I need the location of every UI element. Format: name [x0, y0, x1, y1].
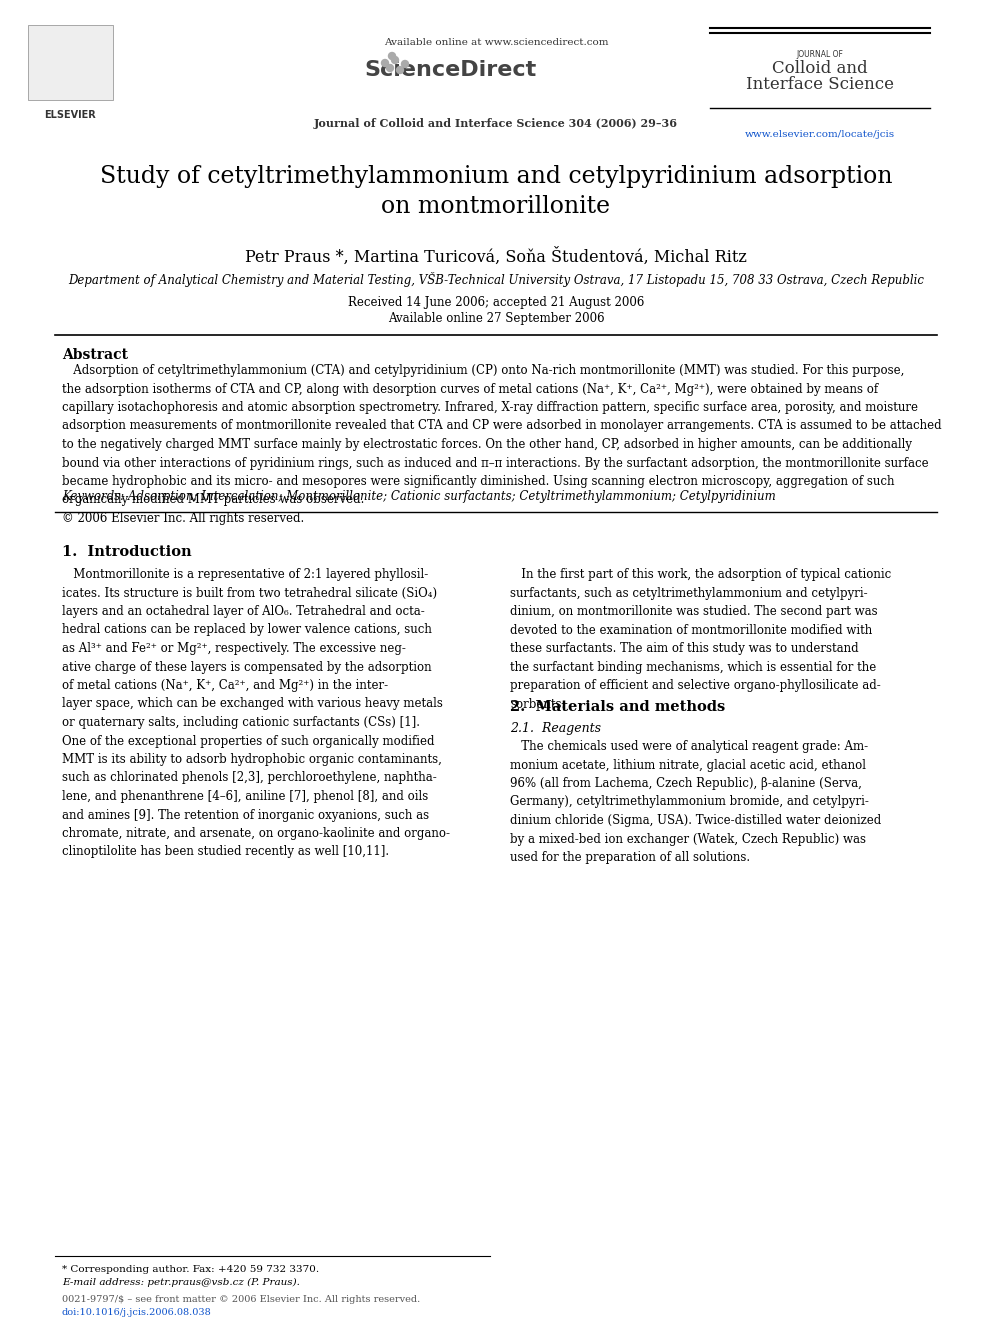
Text: Adsorption of cetyltrimethylammonium (CTA) and cetylpyridinium (CP) onto Na-rich: Adsorption of cetyltrimethylammonium (CT… [62, 364, 941, 525]
Text: ELSEVIER: ELSEVIER [44, 110, 96, 120]
Text: Available online 27 September 2006: Available online 27 September 2006 [388, 312, 604, 325]
Circle shape [402, 61, 409, 67]
FancyBboxPatch shape [28, 25, 113, 101]
Text: doi:10.1016/j.jcis.2006.08.038: doi:10.1016/j.jcis.2006.08.038 [62, 1308, 211, 1316]
Text: Department of Analytical Chemistry and Material Testing, VŠB-Technical Universit: Department of Analytical Chemistry and M… [68, 273, 924, 287]
Text: 2.  Materials and methods: 2. Materials and methods [510, 700, 725, 714]
Text: Interface Science: Interface Science [746, 75, 894, 93]
Circle shape [382, 60, 389, 66]
Text: 0021-9797/$ – see front matter © 2006 Elsevier Inc. All rights reserved.: 0021-9797/$ – see front matter © 2006 El… [62, 1295, 421, 1304]
Text: In the first part of this work, the adsorption of typical cationic
surfactants, : In the first part of this work, the adso… [510, 568, 891, 710]
Text: Study of cetyltrimethylammonium and cetylpyridinium adsorption
on montmorillonit: Study of cetyltrimethylammonium and cety… [100, 165, 892, 218]
Text: * Corresponding author. Fax: +420 59 732 3370.: * Corresponding author. Fax: +420 59 732… [62, 1265, 319, 1274]
Text: Received 14 June 2006; accepted 21 August 2006: Received 14 June 2006; accepted 21 Augus… [348, 296, 644, 310]
Text: Available online at www.sciencedirect.com: Available online at www.sciencedirect.co… [384, 38, 608, 48]
Text: The chemicals used were of analytical reagent grade: Am-
monium acetate, lithium: The chemicals used were of analytical re… [510, 740, 881, 864]
Circle shape [397, 66, 404, 74]
Text: E-mail address: petr.praus@vsb.cz (P. Praus).: E-mail address: petr.praus@vsb.cz (P. Pr… [62, 1278, 300, 1287]
Text: 1.  Introduction: 1. Introduction [62, 545, 191, 560]
Text: Keywords: Adsorption; Intercalation; Montmorillonite; Cationic surfactants; Cety: Keywords: Adsorption; Intercalation; Mon… [62, 490, 776, 503]
Circle shape [387, 65, 394, 71]
Text: 2.1.  Reagents: 2.1. Reagents [510, 722, 601, 736]
Text: Montmorillonite is a representative of 2:1 layered phyllosil-
icates. Its struct: Montmorillonite is a representative of 2… [62, 568, 450, 859]
Text: www.elsevier.com/locate/jcis: www.elsevier.com/locate/jcis [745, 130, 895, 139]
Text: Abstract: Abstract [62, 348, 128, 363]
Text: Colloid and: Colloid and [772, 60, 868, 77]
Circle shape [389, 53, 396, 60]
Circle shape [392, 57, 399, 64]
Text: ScienceDirect: ScienceDirect [364, 60, 536, 79]
Text: Petr Praus *, Martina Turicová, Soňa Študentová, Michal Ritz: Petr Praus *, Martina Turicová, Soňa Štu… [245, 247, 747, 266]
Text: JOURNAL OF: JOURNAL OF [797, 50, 843, 60]
Text: Journal of Colloid and Interface Science 304 (2006) 29–36: Journal of Colloid and Interface Science… [314, 118, 678, 130]
